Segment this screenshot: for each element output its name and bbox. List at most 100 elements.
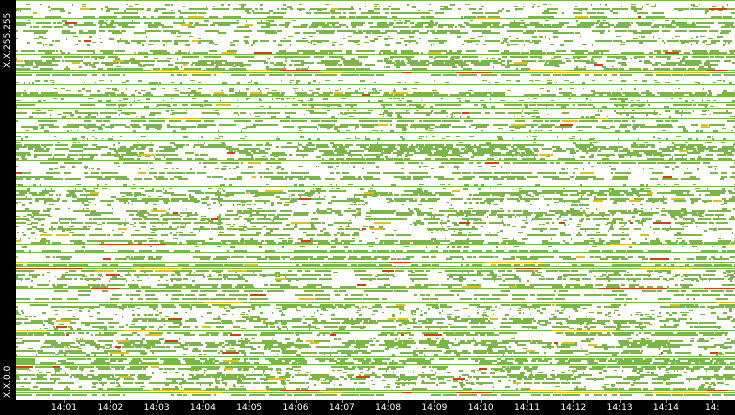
heatmap-cell bbox=[446, 350, 457, 352]
heatmap-cell bbox=[378, 334, 387, 336]
heatmap-cell bbox=[722, 198, 726, 200]
heatmap-cell bbox=[105, 6, 108, 8]
heatmap-cell bbox=[374, 6, 377, 7]
heatmap-cell bbox=[80, 338, 81, 340]
heatmap-cell bbox=[525, 200, 530, 202]
heatmap-cell bbox=[83, 138, 84, 139]
heatmap-cell bbox=[501, 42, 504, 44]
heatmap-cell bbox=[528, 328, 529, 329]
heatmap-cell bbox=[695, 188, 700, 189]
heatmap-cell bbox=[26, 4, 30, 5]
heatmap-cell bbox=[16, 94, 21, 96]
heatmap-cell bbox=[142, 198, 161, 200]
heatmap-cell bbox=[507, 30, 523, 32]
heatmap-cell bbox=[166, 212, 169, 214]
heatmap-cell bbox=[195, 158, 204, 160]
heatmap-cell bbox=[394, 94, 404, 96]
heatmap-cell bbox=[700, 306, 705, 308]
heatmap-cell bbox=[590, 332, 602, 334]
heatmap-cell bbox=[251, 348, 256, 350]
heatmap-cell bbox=[310, 342, 319, 344]
heatmap-cell bbox=[24, 60, 42, 62]
heatmap-cell bbox=[394, 290, 408, 292]
heatmap-cell bbox=[515, 128, 520, 129]
heatmap-cell bbox=[114, 12, 129, 14]
heatmap-cell bbox=[476, 24, 491, 26]
heatmap-cell bbox=[370, 10, 374, 12]
heatmap-cell bbox=[339, 328, 341, 330]
heatmap-cell bbox=[489, 146, 506, 148]
heatmap-cell bbox=[354, 350, 367, 352]
heatmap-cell bbox=[386, 62, 395, 64]
heatmap-cell bbox=[276, 308, 281, 309]
heatmap-cell bbox=[201, 198, 209, 200]
heatmap-cell bbox=[544, 4, 547, 5]
heatmap-cell bbox=[320, 230, 323, 232]
heatmap-cell bbox=[585, 214, 597, 216]
heatmap-cell bbox=[675, 112, 691, 114]
heatmap-cell bbox=[38, 100, 41, 102]
heatmap-cell bbox=[649, 52, 653, 54]
heatmap-cell bbox=[242, 128, 247, 129]
heatmap-cell bbox=[56, 50, 58, 52]
heatmap-cell bbox=[567, 92, 572, 94]
heatmap-cell bbox=[588, 52, 599, 54]
heatmap-cell bbox=[651, 208, 652, 210]
heatmap-cell bbox=[509, 126, 516, 128]
heatmap-cell bbox=[581, 264, 594, 266]
heatmap-cell bbox=[462, 172, 471, 174]
heatmap-cell bbox=[230, 348, 234, 349]
heatmap-cell bbox=[501, 74, 520, 76]
heatmap-cell bbox=[370, 338, 372, 339]
heatmap-cell bbox=[184, 334, 195, 336]
heatmap-cell bbox=[553, 36, 558, 38]
heatmap-cell bbox=[544, 24, 551, 26]
heatmap-cell bbox=[662, 208, 665, 209]
heatmap-cell bbox=[343, 12, 346, 14]
heatmap-cell bbox=[268, 214, 275, 216]
heatmap-cell bbox=[564, 224, 566, 226]
heatmap-cell bbox=[566, 284, 580, 286]
heatmap-cell bbox=[124, 224, 126, 226]
heatmap-cell bbox=[101, 62, 119, 64]
heatmap-cell bbox=[272, 338, 273, 339]
heatmap-cell bbox=[461, 318, 477, 320]
heatmap-cell bbox=[563, 276, 567, 277]
heatmap-cell bbox=[385, 234, 394, 236]
heatmap-cell bbox=[505, 66, 510, 68]
heatmap-cell bbox=[52, 58, 55, 60]
heatmap-cell bbox=[718, 36, 723, 38]
heatmap-cell bbox=[149, 162, 153, 164]
heatmap-cell bbox=[244, 218, 254, 220]
heatmap-cell bbox=[456, 144, 471, 146]
heatmap-cell bbox=[424, 348, 426, 349]
heatmap-cell bbox=[61, 276, 65, 278]
heatmap-cell bbox=[581, 348, 582, 349]
heatmap-cell bbox=[367, 162, 375, 164]
heatmap-cell bbox=[699, 276, 701, 278]
heatmap-cell bbox=[241, 162, 243, 164]
heatmap-cell bbox=[592, 8, 610, 10]
heatmap-cell bbox=[417, 212, 432, 214]
heatmap-cell bbox=[102, 188, 107, 189]
heatmap-cell bbox=[248, 162, 261, 164]
heatmap-cell bbox=[254, 82, 258, 84]
heatmap-cell bbox=[621, 52, 626, 54]
heatmap-cell bbox=[285, 106, 286, 107]
heatmap-cell bbox=[211, 62, 222, 64]
heatmap-cell bbox=[693, 298, 695, 300]
heatmap-cell bbox=[60, 10, 65, 12]
heatmap-cell bbox=[687, 258, 694, 260]
heatmap-cell bbox=[151, 88, 156, 90]
heatmap-cell bbox=[111, 20, 114, 22]
heatmap-cell bbox=[525, 106, 528, 108]
heatmap-cell bbox=[488, 352, 505, 354]
heatmap-cell bbox=[568, 224, 569, 225]
heatmap-cell bbox=[458, 342, 471, 344]
heatmap-cell bbox=[470, 26, 487, 28]
heatmap-cell bbox=[612, 214, 614, 216]
heatmap-cell bbox=[610, 240, 620, 242]
heatmap-cell bbox=[729, 310, 732, 312]
heatmap-cell-hot bbox=[183, 72, 222, 73]
heatmap-cell bbox=[376, 350, 384, 352]
